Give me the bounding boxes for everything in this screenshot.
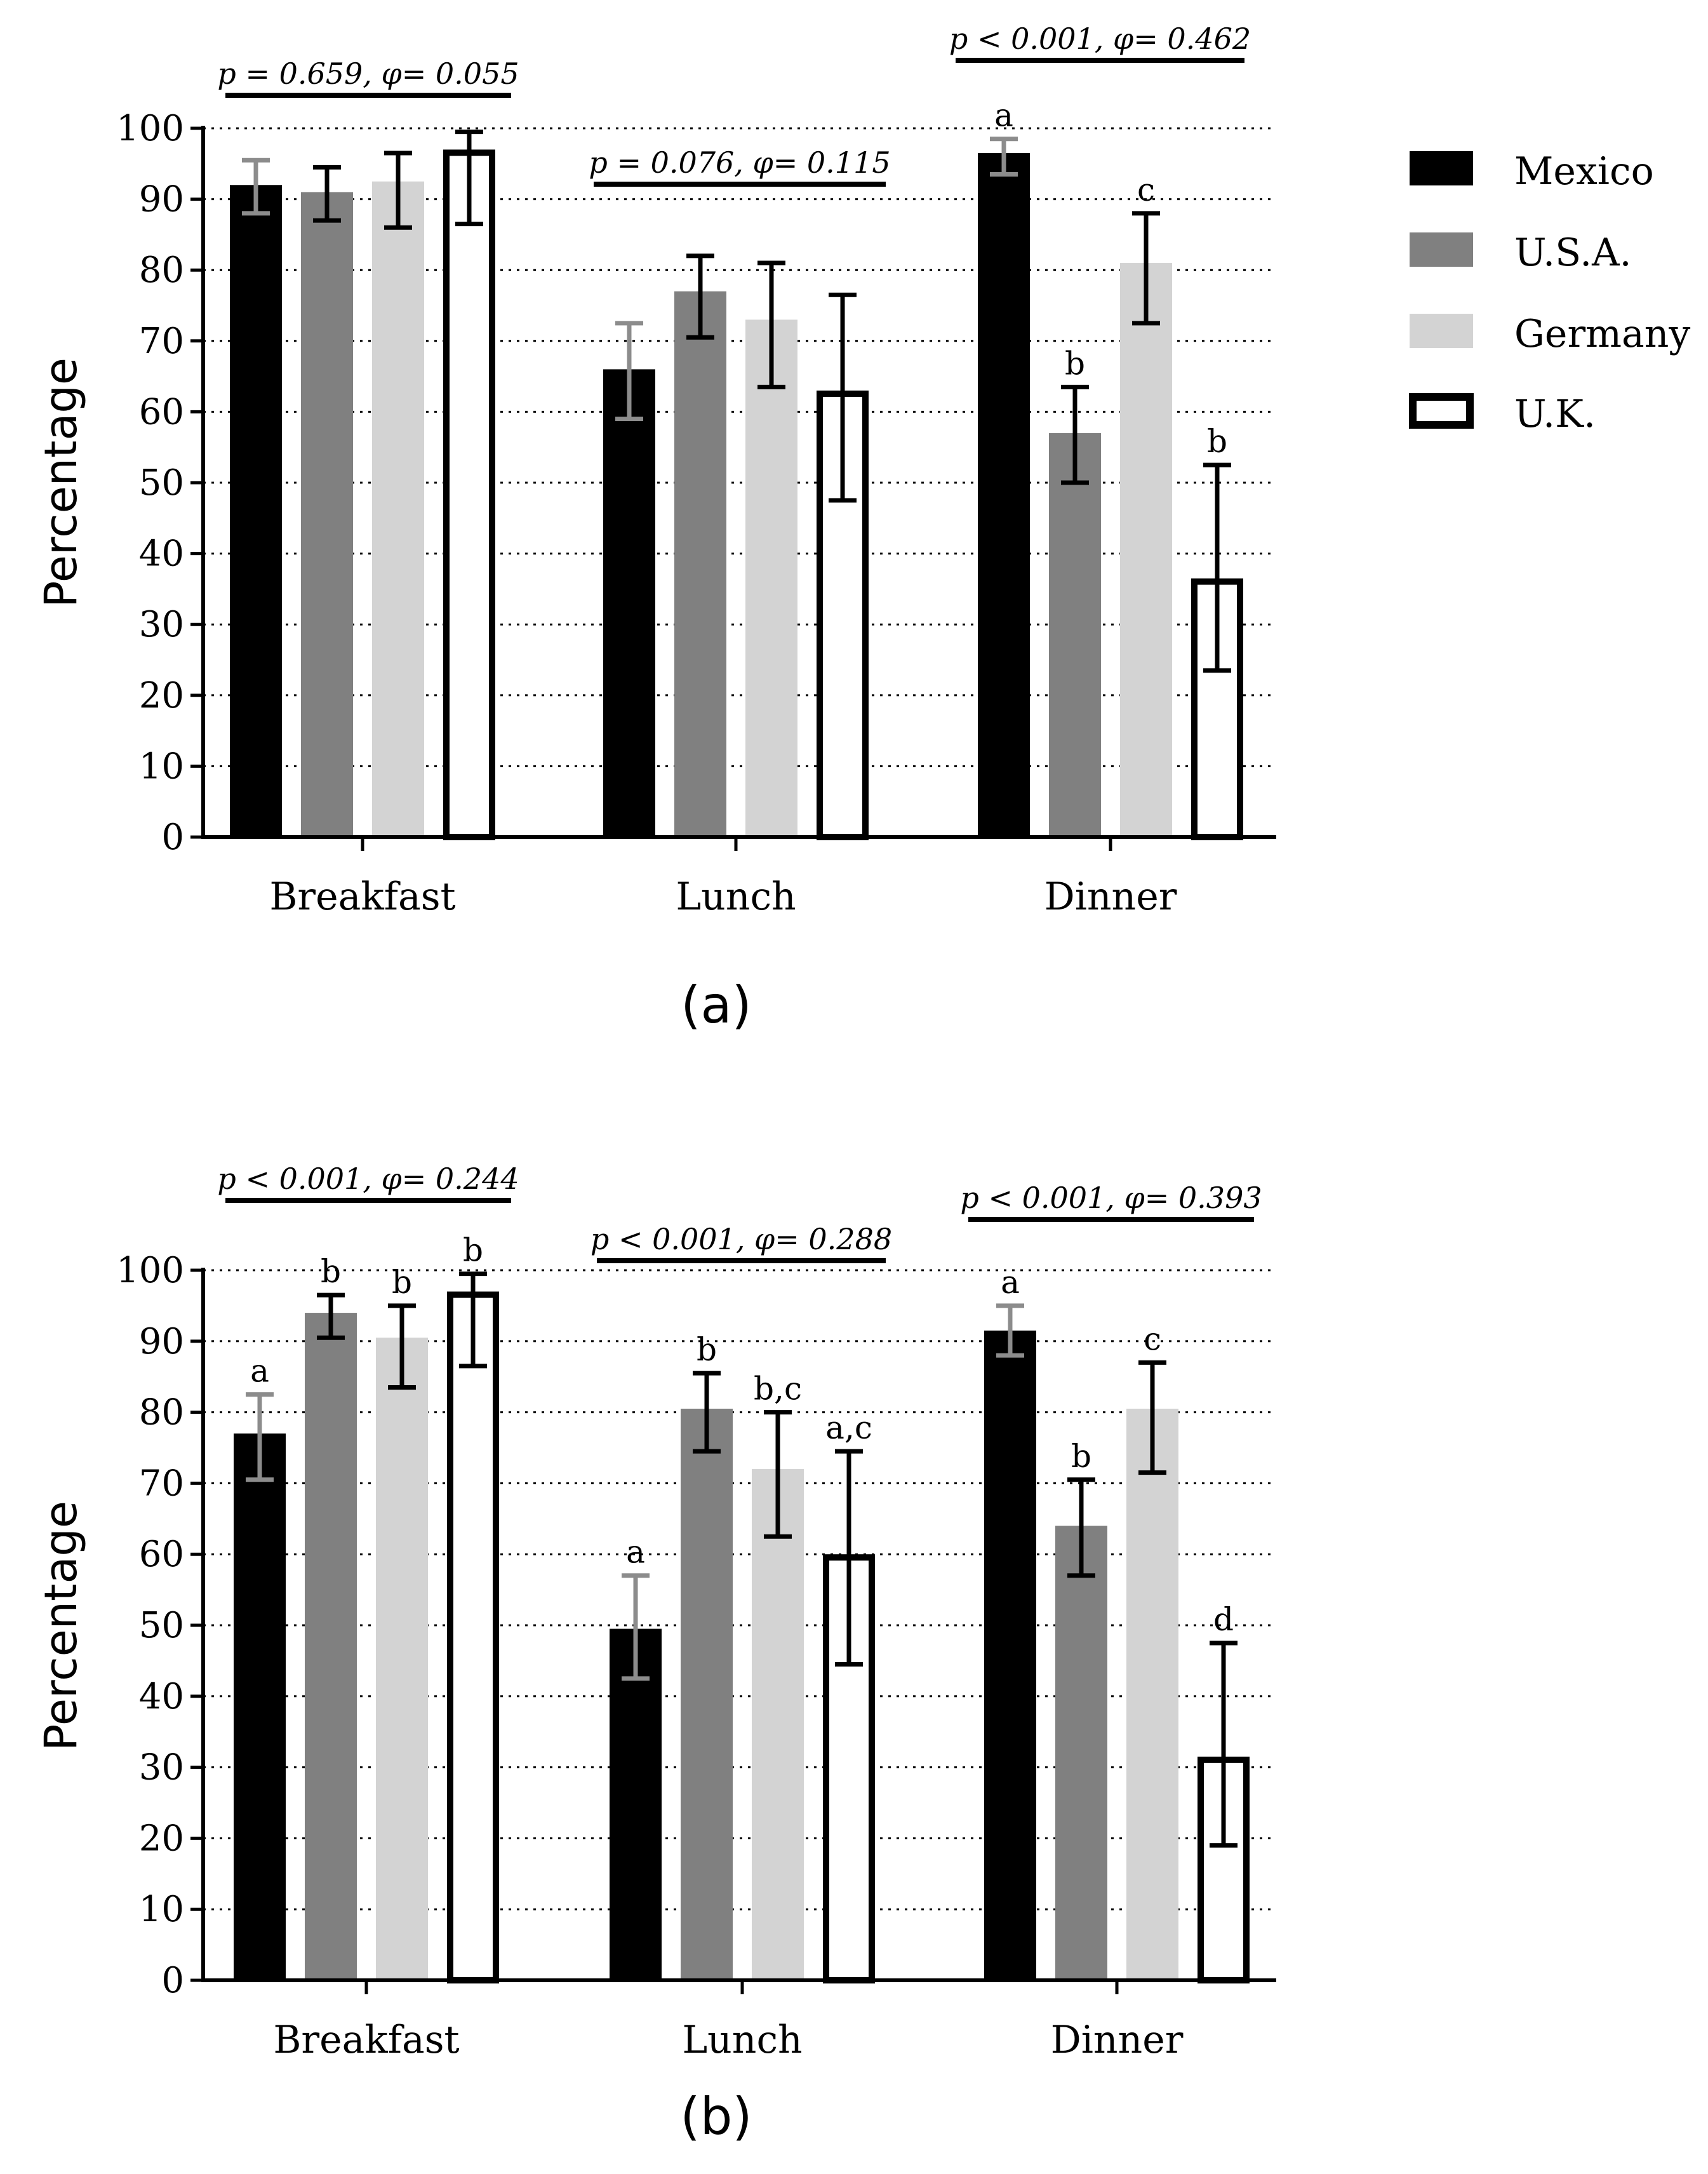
chart-panel-a: 0 10 20 30 40 50 60 70 80 90 100 Percentage Breakfas… [35, 22, 1276, 1035]
y-tick-label: 10 [139, 746, 184, 787]
legend: Mexico U.S.A. Germany U.K. [1409, 149, 1690, 436]
y-axis-label: Percentage [35, 1501, 87, 1751]
bar-mexico-lunch [610, 1628, 662, 1980]
bar-germany-breakfast [376, 1338, 428, 1980]
y-tick-label: 0 [161, 1960, 184, 2001]
y-tick-label: 30 [139, 604, 184, 645]
significance-letter: b [463, 1232, 483, 1269]
y-tick-label: 20 [139, 1818, 184, 1859]
chart-panel-b: 0 10 20 30 40 50 60 70 80 90 100 Percentage a b b b Brea… [35, 1162, 1276, 2146]
legend-swatch [1409, 393, 1474, 429]
x-category-label: Lunch [676, 875, 796, 919]
bar-germany-dinner [1126, 1409, 1178, 1980]
significance-letter: a [250, 1353, 269, 1390]
bar-mexico-breakfast [230, 185, 282, 837]
bar-usa-lunch [681, 1409, 733, 1980]
significance-letter: b [1207, 423, 1227, 460]
y-tick-label: 20 [139, 675, 184, 716]
y-tick-label: 60 [139, 391, 184, 433]
significance-letter: b [697, 1331, 717, 1368]
y-tick-label: 10 [139, 1889, 184, 1930]
y-tick-label: 90 [139, 179, 184, 220]
significance-letter: a,c [825, 1409, 872, 1446]
y-tick-label: 50 [139, 1605, 184, 1646]
bar-germany-dinner [1120, 263, 1172, 837]
significance-letter: b [1065, 345, 1085, 382]
x-category-label: Dinner [1051, 2018, 1184, 2062]
y-tick-label: 100 [116, 1250, 184, 1291]
significance-text: p = 0.659, φ= 0.055 [217, 57, 519, 91]
y-tick-label: 80 [139, 1392, 184, 1433]
y-tick-label: 40 [139, 1676, 184, 1717]
y-tick-label: 60 [139, 1534, 184, 1575]
bar-germany-lunch [752, 1469, 804, 1980]
x-category-label: Breakfast [273, 2018, 459, 2062]
significance-letter: b [321, 1253, 341, 1290]
bar-mexico-dinner [984, 1331, 1036, 1980]
bar-germany-lunch [745, 319, 797, 837]
significance-letter: b [392, 1264, 412, 1301]
y-tick-label: 80 [139, 250, 184, 291]
significance-letter: a [626, 1534, 645, 1571]
y-tick-label: 0 [161, 817, 184, 858]
x-category-label: Lunch [682, 2018, 802, 2062]
significance-letter: c [1137, 171, 1155, 208]
y-tick-label: 50 [139, 462, 184, 504]
legend-label: U.K. [1514, 392, 1596, 436]
bar-usa-breakfast [305, 1313, 357, 1980]
bar-germany-breakfast [372, 181, 424, 838]
significance-text: p < 0.001, φ= 0.288 [590, 1222, 892, 1256]
panel-label: (b) [680, 2087, 752, 2146]
y-tick-label: 30 [139, 1747, 184, 1788]
significance-letter: d [1213, 1601, 1234, 1638]
legend-label: U.S.A. [1514, 231, 1632, 275]
y-tick-label: 40 [139, 533, 184, 575]
bar-usa-lunch [674, 291, 726, 837]
bar-mexico-lunch [603, 369, 655, 837]
legend-swatch [1410, 314, 1473, 348]
legend-label: Mexico [1514, 149, 1654, 194]
legend-swatch [1410, 232, 1473, 267]
x-category-label: Dinner [1044, 875, 1177, 919]
significance-letter: a [994, 97, 1013, 134]
y-axis-label: Percentage [35, 358, 87, 608]
legend-label: Germany [1514, 312, 1690, 356]
bar-mexico-breakfast [234, 1433, 286, 1980]
significance-text: p < 0.001, φ= 0.393 [960, 1181, 1262, 1215]
bar-uk-breakfast [443, 149, 495, 841]
significance-text: p = 0.076, φ= 0.115 [589, 145, 890, 180]
bar-usa-dinner [1055, 1526, 1107, 1980]
bar-usa-dinner [1049, 433, 1101, 837]
y-tick-label: 70 [139, 1463, 184, 1504]
significance-letter: c [1144, 1320, 1161, 1357]
significance-text: p < 0.001, φ= 0.244 [217, 1162, 519, 1196]
legend-swatch [1410, 151, 1473, 185]
y-tick-label: 70 [139, 321, 184, 362]
y-tick-label: 100 [116, 108, 184, 149]
y-tick-label: 90 [139, 1321, 184, 1362]
significance-letter: a [1001, 1264, 1020, 1301]
bar-usa-breakfast [301, 192, 353, 837]
significance-letter: b [1071, 1438, 1091, 1475]
significance-text: p < 0.001, φ= 0.462 [949, 22, 1251, 56]
bar-mexico-dinner [978, 153, 1030, 837]
x-category-label: Breakfast [269, 875, 455, 919]
significance-letter: b,c [754, 1371, 802, 1407]
panel-label: (a) [681, 976, 751, 1035]
bar-uk-breakfast [447, 1291, 499, 1983]
